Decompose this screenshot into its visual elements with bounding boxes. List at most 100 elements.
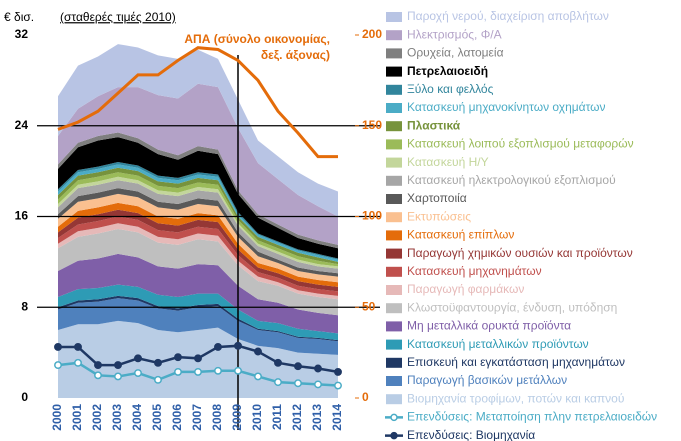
legend-swatch <box>386 139 402 150</box>
legend-label: Επενδύσεις: Μεταποίηση πλην πετρελαιοειδ… <box>407 410 657 424</box>
area <box>58 298 338 355</box>
legend-label: Ξύλο και φελλός <box>407 82 494 96</box>
point <box>94 371 102 380</box>
legend-label: Κατασκευή μηχανοκίνητων οχημάτων <box>407 100 606 114</box>
legend-label: Επενδύσεις: Βιομηχανία <box>407 428 535 441</box>
legend-swatch <box>386 66 402 77</box>
point <box>334 367 342 376</box>
point <box>134 369 142 377</box>
x-tick-label: 2012 <box>290 404 304 431</box>
point <box>314 380 322 389</box>
legend-swatch <box>386 376 402 386</box>
area <box>58 228 338 316</box>
legend-label: Ορυχεία, λατομεία <box>407 46 504 60</box>
area <box>58 164 338 262</box>
legend-swatch <box>386 12 402 22</box>
point <box>194 354 202 363</box>
point <box>234 366 242 375</box>
x-tick-label: 2013 <box>310 404 324 431</box>
x-tick-label: 2001 <box>70 404 84 431</box>
point <box>254 372 262 381</box>
lines <box>54 46 342 390</box>
areas <box>58 44 338 398</box>
x-tick-label: 2008 <box>210 404 224 431</box>
x-tick-label: 2005 <box>150 404 164 431</box>
area <box>58 223 338 300</box>
point <box>94 361 102 370</box>
point <box>114 372 122 381</box>
legend-label: Παραγωγή βασικών μετάλλων <box>407 373 567 387</box>
x-tick-label: 2003 <box>110 404 124 431</box>
x-tick-label: 2006 <box>170 404 184 431</box>
line <box>57 46 338 159</box>
legend-swatch <box>390 431 398 440</box>
point <box>254 347 262 356</box>
point <box>314 364 322 373</box>
x-tick-label: 2000 <box>50 404 64 431</box>
legend-swatch <box>386 357 402 368</box>
y-tick-label: 24 <box>15 118 29 132</box>
y2-tick-label: 0 <box>362 390 369 404</box>
point <box>334 381 342 390</box>
legend-label: Εκτυπώσεις <box>407 209 471 223</box>
point <box>234 341 242 350</box>
legend-label: Κατασκευή λοιπού εξοπλισμού μεταφορών <box>407 137 634 151</box>
point <box>294 379 302 388</box>
legend-swatch <box>386 212 402 223</box>
area <box>58 193 338 283</box>
legend-swatch <box>386 194 402 204</box>
point <box>294 362 302 371</box>
legend-swatch <box>390 413 398 422</box>
point <box>274 358 282 367</box>
legend-swatch <box>386 248 402 259</box>
annotation: ΑΠΑ (σύνολο οικονομίας, <box>184 32 330 46</box>
point <box>114 361 122 370</box>
legend-swatch <box>386 103 402 113</box>
y-tick-label: 16 <box>15 209 29 223</box>
y-axis-sublabel: (σταθερές τιμές 2010) <box>60 10 176 24</box>
legend-label: Παραγωγή φαρμάκων <box>407 282 524 296</box>
point <box>174 353 182 362</box>
legend-label: Κλωστοϋφαντουργία, ένδυση, υπόδηση <box>407 300 617 314</box>
point <box>54 343 62 351</box>
legend-swatch <box>386 285 402 295</box>
legend-swatch <box>386 30 402 41</box>
legend-label: Κατασκευή ηλεκτρολογικού εξοπλισμού <box>407 173 616 187</box>
y2-tick-label: 150 <box>362 118 382 132</box>
y-tick-label: 8 <box>21 299 28 313</box>
legend-label: Βιομηχανία τροφίμων, ποτών και καπνού <box>407 391 624 405</box>
x-tick-label: 2004 <box>130 404 144 431</box>
point <box>214 366 222 375</box>
point <box>54 361 62 370</box>
point <box>274 378 282 387</box>
y-axis-label: € δισ. <box>4 10 34 24</box>
legend-swatch <box>386 175 402 186</box>
area <box>58 284 338 341</box>
legend-label: Πετρελαιοειδή <box>407 64 488 78</box>
point <box>154 358 162 367</box>
area <box>58 172 338 267</box>
legend-swatch <box>386 157 402 168</box>
area <box>58 180 338 274</box>
point <box>74 343 82 351</box>
x-tick-label: 2014 <box>330 404 344 431</box>
legend-swatch <box>386 84 402 95</box>
area <box>58 137 338 259</box>
legend-label: Ηλεκτρισμός, Φ/Α <box>407 27 502 41</box>
y-tick-label: 0 <box>21 390 28 404</box>
legend-swatch <box>386 394 402 405</box>
point <box>194 367 202 376</box>
area <box>58 83 338 245</box>
y2-tick-label: 50 <box>362 299 376 313</box>
legend-swatch <box>386 121 402 132</box>
legend-label: Κατασκευή μεταλλικών προϊόντων <box>407 337 589 351</box>
legend-swatch <box>386 321 402 332</box>
legend-label: Παροχή νερού, διαχείριση αποβλήτων <box>407 9 609 23</box>
legend-label: Παραγωγή χημικών ουσιών και προϊόντων <box>407 246 633 260</box>
annotation: δεξ. άξονας) <box>261 48 330 62</box>
area <box>58 216 338 296</box>
y2-tick-label: 200 <box>362 27 382 41</box>
y-tick-label: 32 <box>15 27 29 41</box>
x-tick-label: 2011 <box>270 404 284 430</box>
